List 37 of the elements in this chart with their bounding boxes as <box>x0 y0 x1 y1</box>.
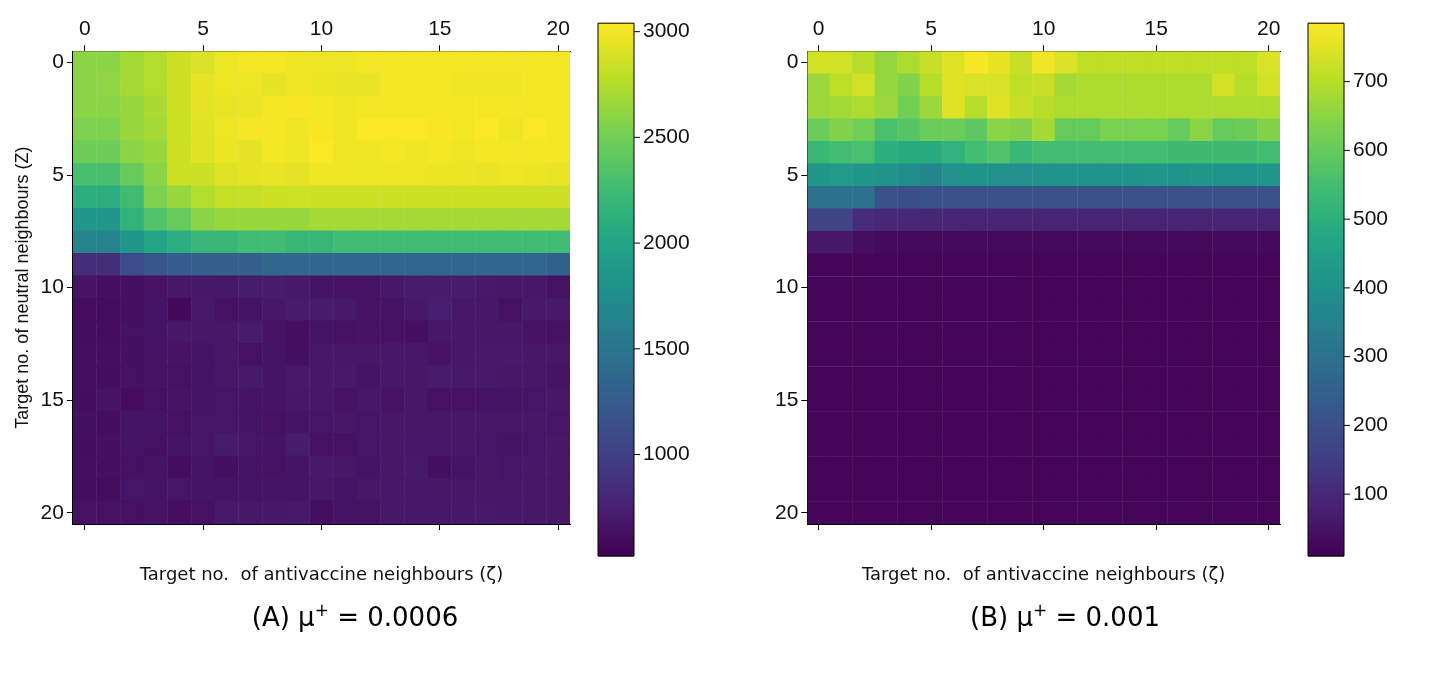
y-tick-label: 0 <box>786 49 799 73</box>
y-tick-label: 5 <box>52 161 64 185</box>
x-tick-label: 0 <box>78 16 91 40</box>
x-tick-label: 20 <box>546 16 570 40</box>
color-bar-label: 1000 <box>643 441 690 465</box>
x-tick-label: 10 <box>309 16 334 40</box>
text: (A) μ$^{+}$ = 0.0006 <box>250 600 460 632</box>
text: (B) μ$^{+}$ = 0.001 <box>969 600 1161 632</box>
x-tick-label: 0 <box>812 16 825 40</box>
y-tick-label: 10 <box>775 274 799 298</box>
y-tick-label: 0 <box>52 49 64 73</box>
y-axis-title: Target no. of neutral neighbours (Z) <box>11 146 32 429</box>
y-tick-label: 5 <box>786 161 799 185</box>
x-tick-label: 5 <box>925 16 937 40</box>
y-tick-label: 20 <box>775 499 799 523</box>
x-axis-title: Target no. of antivaccine neighbours (ζ) <box>138 562 504 584</box>
color-bar-label: 2000 <box>643 229 690 253</box>
color-bar-label: 300 <box>1353 343 1389 367</box>
y-tick-label: 10 <box>40 274 64 298</box>
x-tick-label: 20 <box>1257 16 1281 40</box>
y-tick-label: 20 <box>40 499 64 523</box>
color-bar-label: 500 <box>1353 205 1389 229</box>
y-tick-label: 15 <box>40 386 64 410</box>
color-bar-label: 1500 <box>643 335 690 359</box>
color-bar-label: 100 <box>1353 480 1389 504</box>
color-bar-label: 600 <box>1353 137 1389 161</box>
y-tick-label: 15 <box>775 386 799 410</box>
color-bar-label: 200 <box>1353 412 1389 436</box>
color-bar-label: 2500 <box>643 124 690 148</box>
x-tick-label: 10 <box>1032 16 1056 40</box>
x-axis-title: Target no. of antivaccine neighbours (ζ) <box>860 562 1226 584</box>
color-bar-label: 700 <box>1353 68 1389 92</box>
x-tick-label: 15 <box>428 16 452 40</box>
color-bar-label: 400 <box>1353 274 1389 298</box>
x-tick-label: 15 <box>1144 16 1168 40</box>
color-bar-label: 3000 <box>643 18 690 42</box>
x-tick-label: 5 <box>197 16 209 40</box>
